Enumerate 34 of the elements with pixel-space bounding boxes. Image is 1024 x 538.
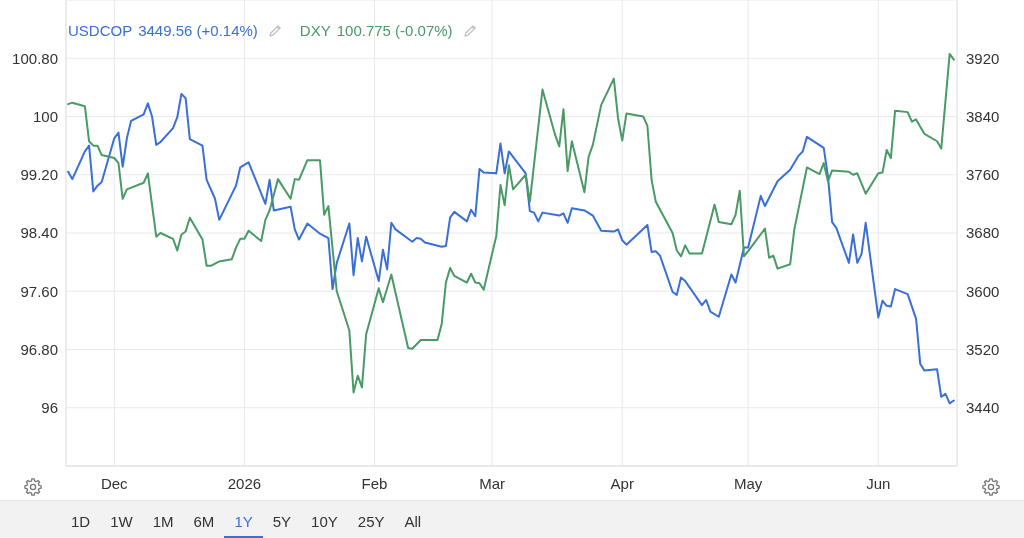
- y2-tick-label: 3680: [966, 224, 1000, 242]
- y-tick-label: 98.40: [20, 224, 58, 242]
- x-tick-label: Dec: [100, 474, 129, 492]
- x-tick-label: Apr: [610, 474, 634, 492]
- text: 25Y: [357, 512, 385, 530]
- x-tick-label: Jun: [866, 474, 891, 492]
- y-tick-label: 96: [41, 399, 58, 417]
- y2-tick-label: 3840: [966, 107, 1000, 125]
- x-tick-label: 2026: [227, 474, 262, 492]
- text: USDCOP: [68, 21, 133, 41]
- text: 1Y: [234, 512, 253, 530]
- y2-tick-label: 3600: [966, 282, 1000, 300]
- y2-tick-label: 3920: [966, 49, 1000, 67]
- annotation: 100.775 (-0.07%): [336, 21, 453, 41]
- y-tick-label: 100.80: [12, 49, 58, 67]
- text: DXY: [299, 21, 331, 41]
- y-tick-label: 97.60: [20, 282, 58, 300]
- x-tick-label: Mar: [479, 474, 506, 492]
- y-tick-label: 96.80: [20, 340, 58, 358]
- y-tick-label: 100: [32, 107, 58, 125]
- y2-tick-label: 3440: [966, 399, 1000, 417]
- x-tick-label: Feb: [361, 474, 388, 492]
- annotation: 3449.56 (+0.14%): [138, 21, 258, 41]
- text: 1D: [71, 512, 91, 530]
- x-tick-label: May: [733, 474, 763, 492]
- text: 1W: [110, 512, 133, 530]
- text: All: [404, 512, 422, 530]
- text: 10Y: [311, 512, 338, 530]
- y2-tick-label: 3760: [966, 166, 1000, 184]
- text: 5Y: [272, 512, 292, 530]
- y2-tick-label: 3520: [966, 340, 1000, 358]
- y-tick-label: 99.20: [20, 166, 58, 184]
- text: 6M: [193, 512, 215, 530]
- text: 1M: [152, 512, 174, 530]
